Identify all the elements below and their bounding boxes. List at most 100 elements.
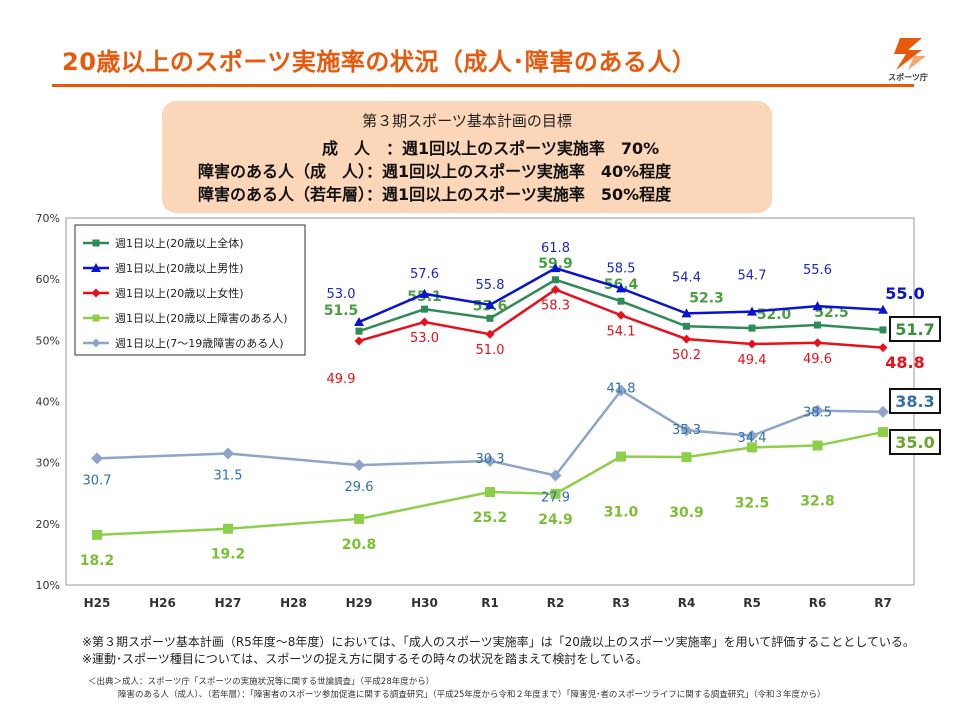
data-label: 38.3 xyxy=(895,392,934,411)
logo-text: スポーツ庁 xyxy=(888,73,928,82)
series-point xyxy=(747,339,757,349)
data-label: 52.3 xyxy=(689,290,724,306)
data-label: 18.2 xyxy=(80,553,115,569)
x-tick-label: R2 xyxy=(547,596,565,610)
data-label: 49.6 xyxy=(803,352,832,367)
legend-entry: 週1日以上(20歳以上男性) xyxy=(115,261,244,275)
data-label: 31.5 xyxy=(214,468,243,483)
data-label: 55.6 xyxy=(803,263,832,278)
data-label: 55.8 xyxy=(476,278,505,293)
goal-line-disabled-adult: 障害のある人（成 人）：週1回以上のスポーツ実施率 40%程度 xyxy=(198,162,672,181)
series-point xyxy=(617,297,625,305)
data-label: 49.4 xyxy=(738,353,767,368)
series-point xyxy=(813,338,822,348)
goal-line-adult: 成 人 ：週1回以上のスポーツ実施率 70% xyxy=(322,139,660,158)
data-label: 54.1 xyxy=(607,324,636,339)
legend-marker xyxy=(91,263,101,272)
final-value-box xyxy=(889,316,941,342)
data-label: 19.2 xyxy=(211,547,246,563)
x-tick-label: H30 xyxy=(411,596,438,610)
data-label: 50.2 xyxy=(672,348,701,363)
final-value-box xyxy=(889,388,941,414)
series-point xyxy=(812,301,823,311)
sports-agency-logo-icon xyxy=(894,38,926,70)
series-line xyxy=(96,388,884,477)
data-label: 54.4 xyxy=(672,270,701,285)
y-tick-label: 50% xyxy=(36,334,60,347)
y-tick-label: 20% xyxy=(36,518,60,531)
x-tick-label: H25 xyxy=(84,596,111,610)
series-point xyxy=(485,487,495,498)
y-tick-label: 10% xyxy=(36,579,60,592)
y-tick-label: 70% xyxy=(36,212,60,225)
plan-goal-box: 第３期スポーツ基本計画の目標 成 人 ：週1回以上のスポーツ実施率 70% 障害… xyxy=(162,101,772,213)
data-label: 38.5 xyxy=(803,406,832,421)
goal-heading: 第３期スポーツ基本計画の目標 xyxy=(362,112,572,130)
series-point xyxy=(616,451,626,462)
legend-marker xyxy=(91,288,101,298)
x-tick-label: R5 xyxy=(743,596,761,610)
series-point xyxy=(747,442,757,453)
data-label: 58.3 xyxy=(541,299,570,314)
series-point xyxy=(354,316,364,326)
series-point xyxy=(353,459,365,472)
legend xyxy=(74,224,306,356)
final-value-box xyxy=(889,429,941,455)
series-point xyxy=(485,299,495,309)
legend-entry: 週1日以上(7～19歳障害のある人) xyxy=(115,336,284,350)
series-point xyxy=(616,283,626,293)
source-line-1: ＜出典＞成人：スポーツ庁「スポーツの実施状況等に関する世論調査」（平成28年度か… xyxy=(88,677,435,687)
series-point xyxy=(747,306,757,316)
legend-entry: 週1日以上(20歳以上全体) xyxy=(115,236,244,250)
series-point xyxy=(419,288,430,298)
data-label: 58.5 xyxy=(607,261,636,276)
series-point xyxy=(92,529,102,540)
series-point xyxy=(91,452,103,465)
data-label: 51.0 xyxy=(476,343,505,358)
series-point xyxy=(746,429,758,442)
series-point xyxy=(354,336,364,346)
data-label: 52.5 xyxy=(814,305,849,321)
series-line xyxy=(96,430,884,537)
data-label: 32.8 xyxy=(800,494,835,510)
series-point xyxy=(878,427,888,438)
source-line-2: 障害のある人（成人）、（若年層）：「障害者のスポーツ参加促進に関する調査研究」（… xyxy=(118,690,826,700)
series-point xyxy=(223,523,233,534)
footnote-1: ※第３期スポーツ基本計画（R5年度～8年度）においては、「成人のスポーツ実施率」… xyxy=(82,635,915,649)
series-point xyxy=(814,321,821,329)
series-point xyxy=(420,317,429,327)
series-point xyxy=(355,327,363,335)
series-point xyxy=(683,322,690,330)
data-label: 30.9 xyxy=(669,505,704,521)
series-point xyxy=(878,304,888,314)
series-point xyxy=(486,314,494,322)
data-label: 55.0 xyxy=(885,284,924,303)
data-label: 34.4 xyxy=(738,431,767,446)
source-notes: ＜出典＞成人：スポーツ庁「スポーツの実施状況等に関する世論調査」（平成28年度か… xyxy=(88,676,826,702)
data-label: 30.3 xyxy=(476,452,505,467)
data-label: 25.2 xyxy=(473,510,508,526)
x-tick-label: R1 xyxy=(481,596,499,610)
legend-marker xyxy=(91,338,101,348)
data-label: 30.7 xyxy=(83,473,112,488)
series-point xyxy=(615,384,627,397)
series-point xyxy=(551,285,560,295)
legend-marker xyxy=(92,239,100,247)
series-point xyxy=(812,440,823,451)
series-point xyxy=(421,305,428,313)
sports-rate-line-chart: 10% 20% 30% 40% 50% 60% 70% H25 H26 H27 H28 H29 H30 R… xyxy=(36,212,941,610)
goal-line-disabled-youth: 障害のある人（若年層）：週1回以上のスポーツ実施率 50%程度 xyxy=(198,185,672,204)
data-label: 49.9 xyxy=(327,372,356,387)
data-label: 32.5 xyxy=(735,495,770,511)
y-tick-label: 40% xyxy=(36,396,60,409)
footnotes: ※第３期スポーツ基本計画（R5年度～8年度）においては、「成人のスポーツ実施率」… xyxy=(82,634,915,668)
x-tick-label: H26 xyxy=(149,596,176,610)
legend-entry: 週1日以上(20歳以上障害のある人) xyxy=(115,311,288,325)
sports-agency-logo: スポーツ庁 xyxy=(878,34,938,84)
x-tick-label: R6 xyxy=(809,596,827,610)
series-point xyxy=(748,324,756,332)
data-label: 54.7 xyxy=(738,269,767,284)
series-point xyxy=(550,263,561,273)
y-tick-label: 60% xyxy=(36,273,60,286)
series-point xyxy=(550,488,561,499)
